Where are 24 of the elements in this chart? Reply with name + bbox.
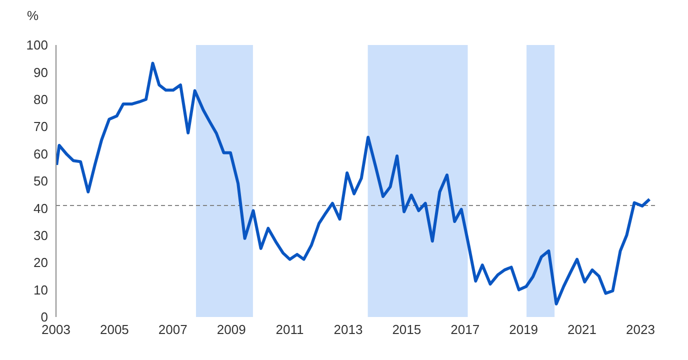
y-axis-title: % — [27, 8, 39, 23]
x-tick-label: 2017 — [450, 322, 480, 338]
x-tick-label: 2013 — [334, 322, 363, 338]
y-tick-label: 20 — [34, 255, 48, 270]
y-tick-label: 70 — [34, 119, 48, 134]
y-tick-label: 10 — [34, 282, 48, 298]
x-tick-label: 2007 — [158, 322, 188, 338]
x-tick-label: 2009 — [216, 322, 246, 338]
line-series — [56, 62, 652, 306]
x-tick-label: 2003 — [42, 322, 70, 338]
x-tick-label: 2023 — [626, 322, 655, 338]
x-tick-label: 2019 — [509, 322, 538, 338]
x-tick-label: 2011 — [276, 322, 304, 338]
y-tick-label: 40 — [34, 200, 48, 216]
y-tick-label: 0 — [40, 310, 48, 325]
y-tick-label: 30 — [34, 228, 48, 244]
y-tick-label: 50 — [34, 174, 48, 189]
y-tick-label: 80 — [34, 92, 48, 108]
y-tick-label: 60 — [34, 146, 48, 162]
x-tick-label: 2015 — [392, 322, 422, 338]
y-tick-label: 90 — [34, 64, 48, 80]
y-tick-label: 100 — [26, 38, 48, 53]
x-tick-label: 2005 — [100, 322, 129, 338]
x-tick-label: 2021 — [568, 322, 596, 338]
